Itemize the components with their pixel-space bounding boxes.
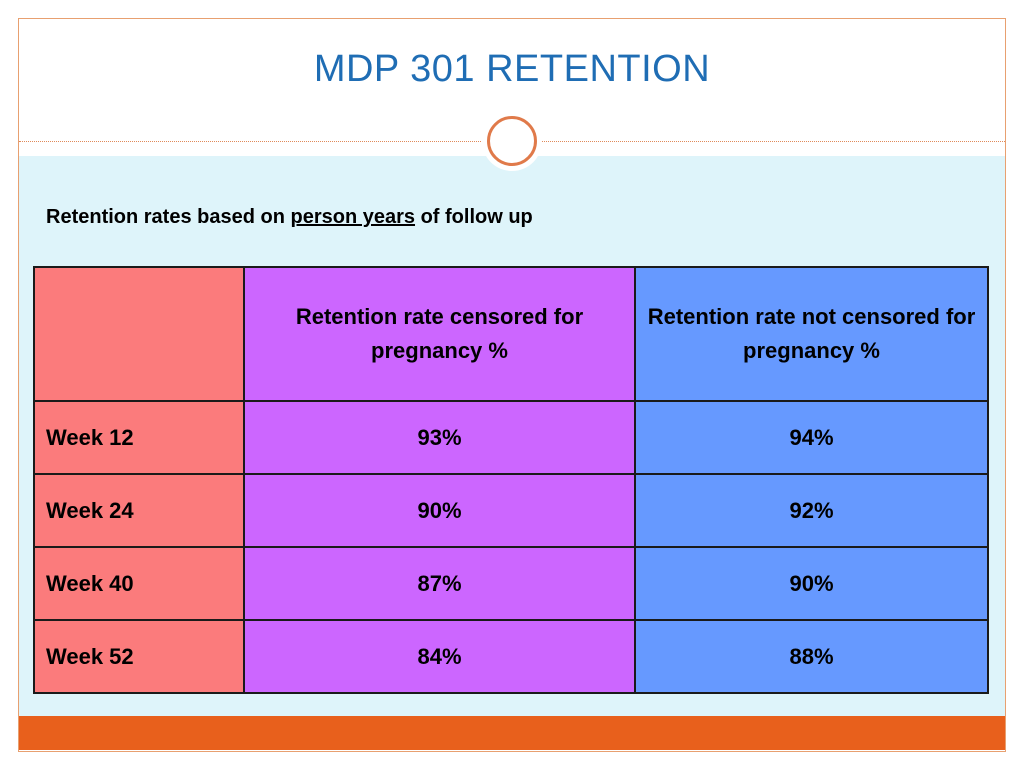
- table-row: Week 12 93% 94%: [33, 400, 989, 475]
- not-censored-value: 88%: [634, 619, 989, 694]
- ring-icon: [487, 116, 537, 166]
- row-label: Week 12: [33, 400, 245, 475]
- row-label: Week 40: [33, 546, 245, 621]
- censored-value: 90%: [243, 473, 636, 548]
- table-header-row: Retention rate censored for pregnancy % …: [33, 266, 989, 402]
- not-censored-value: 94%: [634, 400, 989, 475]
- caption-text-start: Retention rates based on: [46, 206, 291, 228]
- not-censored-value: 92%: [634, 473, 989, 548]
- table-row: Week 40 87% 90%: [33, 546, 989, 621]
- table-row: Week 52 84% 88%: [33, 619, 989, 694]
- footer-accent-bar: [19, 716, 1005, 750]
- slide-title: MDP 301 RETENTION: [313, 48, 711, 90]
- row-label: Week 24: [33, 473, 245, 548]
- retention-table: Retention rate censored for pregnancy % …: [33, 266, 989, 694]
- caption-underlined-term: person years: [290, 206, 416, 228]
- censored-value: 93%: [243, 400, 636, 475]
- header-not-censored: Retention rate not censored for pregnanc…: [634, 266, 989, 402]
- row-label: Week 52: [33, 619, 245, 694]
- header-empty-cell: [33, 266, 245, 402]
- not-censored-value: 90%: [634, 546, 989, 621]
- censored-value: 87%: [243, 546, 636, 621]
- header-censored: Retention rate censored for pregnancy %: [243, 266, 636, 402]
- caption-text-end: of follow up: [415, 206, 533, 228]
- table-row: Week 24 90% 92%: [33, 473, 989, 548]
- table-caption: Retention rates based on person years of…: [46, 206, 533, 229]
- censored-value: 84%: [243, 619, 636, 694]
